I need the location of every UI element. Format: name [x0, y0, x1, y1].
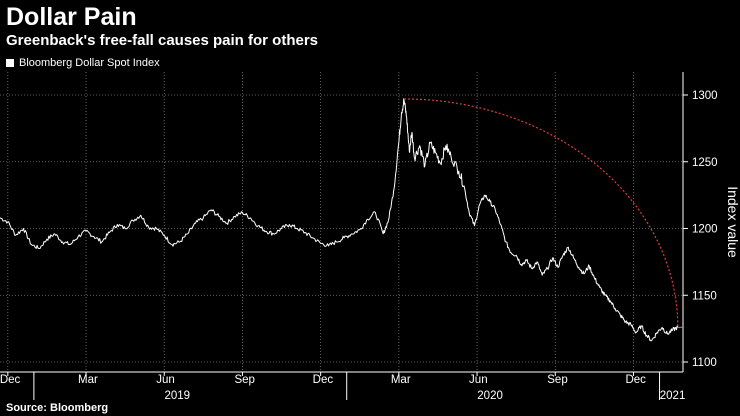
x-tick-label: Dec [0, 374, 21, 386]
y-tick-label: 1150 [692, 290, 717, 302]
x-year-label: 2021 [660, 390, 686, 402]
x-year-label: 2019 [164, 390, 190, 402]
gridlines [0, 72, 683, 372]
y-axis-title: Index value [725, 186, 740, 258]
legend-swatch [6, 59, 14, 67]
y-tick-label: 1100 [692, 357, 717, 369]
y-tick-label: 1200 [692, 224, 718, 236]
legend: Bloomberg Dollar Spot Index [6, 56, 160, 70]
x-tick-label: Dec [625, 374, 646, 386]
tick-labels: 1100 1150 1200 1250 1300 Dec Mar Jun Sep Dec Mar Ju… [0, 90, 740, 402]
y-tick-label: 1250 [692, 157, 718, 169]
x-tick-label: Jun [469, 374, 488, 386]
chart-title: Dollar Pain [6, 3, 137, 31]
x-year-label: 2020 [477, 390, 503, 402]
x-tick-label: Dec [313, 374, 334, 386]
axes [0, 72, 688, 400]
annotations [404, 98, 683, 328]
chart-subtitle: Greenback's free-fall causes pain for ot… [6, 32, 319, 49]
series-layer [0, 98, 679, 342]
legend-label: Bloomberg Dollar Spot Index [19, 57, 160, 69]
x-tick-label: Jun [156, 374, 175, 386]
decline-arc [404, 98, 679, 328]
x-tick-label: Sep [547, 374, 567, 386]
x-tick-label: Mar [391, 374, 411, 386]
source-note: Source: Bloomberg [6, 402, 109, 414]
series-line [0, 98, 679, 342]
x-tick-label: Mar [78, 374, 98, 386]
y-tick-label: 1300 [692, 90, 718, 102]
x-tick-label: Sep [234, 374, 254, 386]
